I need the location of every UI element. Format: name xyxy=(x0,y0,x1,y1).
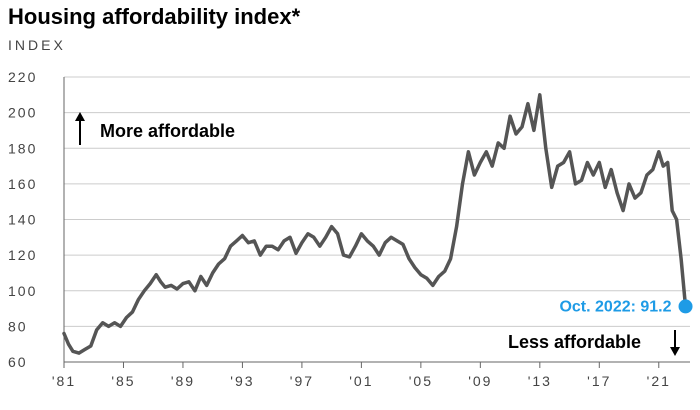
x-tick-label: '85 xyxy=(111,373,135,389)
y-tick-label: 120 xyxy=(8,247,37,263)
x-tick-label: '17 xyxy=(587,373,611,389)
x-tick-label: '97 xyxy=(290,373,314,389)
x-tick-label: '05 xyxy=(409,373,433,389)
gridlines xyxy=(63,76,690,363)
x-tick-label: '01 xyxy=(349,373,373,389)
x-tick-label: '21 xyxy=(647,373,671,389)
less-affordable-annotation: Less affordable xyxy=(508,330,680,356)
y-tick-label: 200 xyxy=(8,105,37,121)
y-tick-label: 60 xyxy=(8,354,28,370)
y-tick-label: 80 xyxy=(8,318,28,334)
y-tick-label: 160 xyxy=(8,176,37,192)
chart-title: Housing affordability index* xyxy=(8,4,301,29)
x-tick-label: '93 xyxy=(230,373,254,389)
y-tick-label: 180 xyxy=(8,140,37,156)
latest-value-marker xyxy=(678,299,693,314)
x-tick-label: '09 xyxy=(468,373,492,389)
x-tick-labels: '81 '85 '89 '93 '97 '01 '05 '09 '13 '17 '21 xyxy=(52,362,671,389)
x-tick-label: '13 xyxy=(528,373,552,389)
x-tick-label: '89 xyxy=(171,373,195,389)
down-arrow-head-icon xyxy=(670,347,680,356)
more-affordable-label: More affordable xyxy=(100,121,235,141)
y-tick-label: 220 xyxy=(8,69,37,85)
x-tick-label: '81 xyxy=(52,373,76,389)
more-affordable-annotation: More affordable xyxy=(75,112,235,145)
less-affordable-label: Less affordable xyxy=(508,332,641,352)
latest-value-callout: Oct. 2022: 91.2 xyxy=(559,298,671,315)
y-tick-labels: 60 80 100 120 140 160 180 200 220 xyxy=(8,69,37,370)
y-tick-label: 100 xyxy=(8,283,37,299)
y-axis-label: INDEX xyxy=(8,37,66,53)
y-tick-label: 140 xyxy=(8,212,37,228)
affordability-index-line xyxy=(62,93,688,355)
up-arrow-head-icon xyxy=(75,112,85,121)
